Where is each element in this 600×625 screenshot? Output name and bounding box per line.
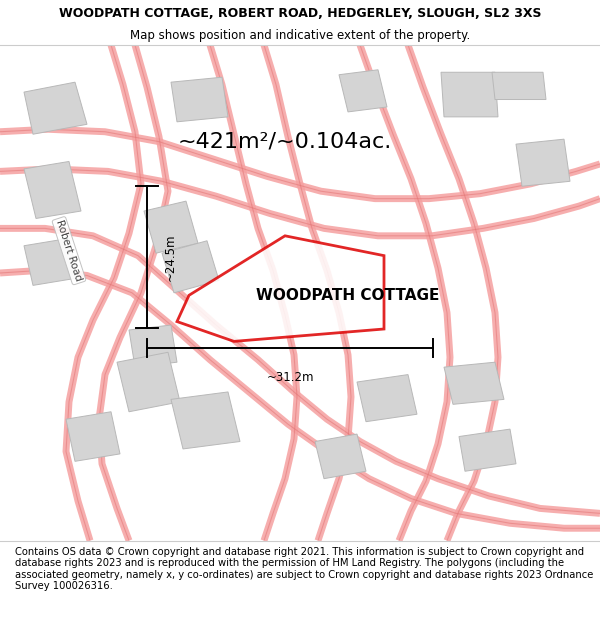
Text: ~421m²/~0.104ac.: ~421m²/~0.104ac. [178, 132, 392, 152]
Polygon shape [24, 161, 81, 219]
Polygon shape [129, 325, 177, 367]
Polygon shape [315, 434, 366, 479]
Polygon shape [441, 72, 498, 117]
Text: WOODPATH COTTAGE, ROBERT ROAD, HEDGERLEY, SLOUGH, SL2 3XS: WOODPATH COTTAGE, ROBERT ROAD, HEDGERLEY… [59, 7, 541, 20]
Polygon shape [144, 201, 198, 253]
Polygon shape [516, 139, 570, 186]
Text: WOODPATH COTTAGE: WOODPATH COTTAGE [256, 288, 440, 302]
Polygon shape [492, 72, 546, 99]
Polygon shape [339, 70, 387, 112]
Polygon shape [177, 236, 384, 341]
Polygon shape [66, 412, 120, 461]
Text: Map shows position and indicative extent of the property.: Map shows position and indicative extent… [130, 29, 470, 42]
Polygon shape [444, 362, 504, 404]
Polygon shape [171, 392, 240, 449]
Text: ~31.2m: ~31.2m [266, 371, 314, 384]
Text: ~24.5m: ~24.5m [164, 233, 177, 281]
Polygon shape [162, 241, 219, 292]
Polygon shape [357, 374, 417, 422]
Polygon shape [459, 429, 516, 471]
Polygon shape [117, 352, 180, 412]
Text: Contains OS data © Crown copyright and database right 2021. This information is : Contains OS data © Crown copyright and d… [15, 546, 593, 591]
Polygon shape [171, 78, 228, 122]
Polygon shape [24, 238, 78, 286]
Text: Robert Road: Robert Road [55, 219, 83, 282]
Polygon shape [24, 82, 87, 134]
